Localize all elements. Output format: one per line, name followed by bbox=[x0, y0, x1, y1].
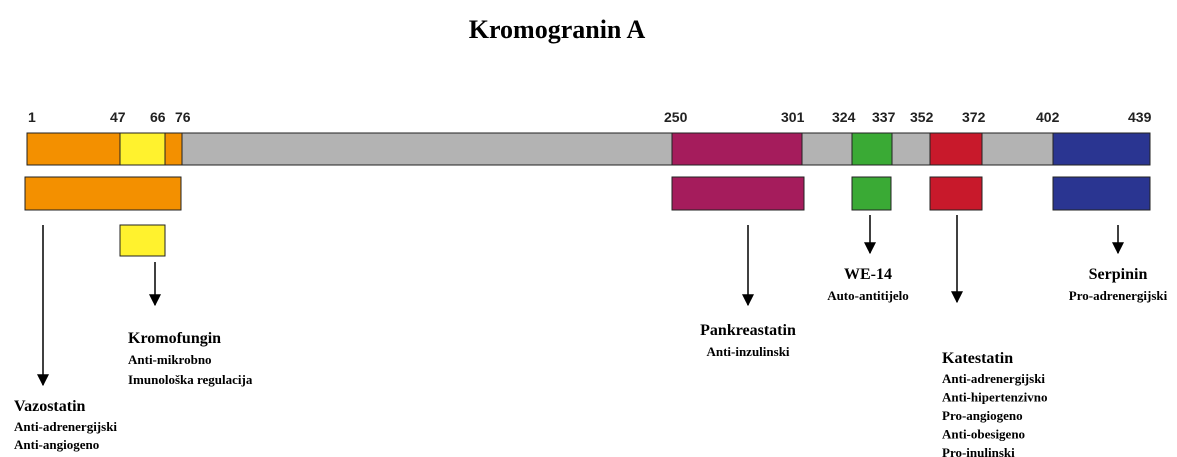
peptide-function: Imunološka regulacija bbox=[128, 372, 253, 387]
segment bbox=[851, 132, 893, 166]
peptide-name: Kromofungin bbox=[128, 330, 221, 347]
position-label: 76 bbox=[175, 109, 191, 125]
title: Kromogranin A bbox=[469, 15, 646, 44]
position-label: 301 bbox=[781, 109, 805, 125]
vazostatin-box bbox=[24, 176, 182, 211]
peptide-function: Anti-inzulinski bbox=[706, 344, 789, 359]
peptide-function: Anti-hipertenzivno bbox=[942, 390, 1047, 405]
peptide-name: Serpinin bbox=[1089, 266, 1148, 283]
position-label: 47 bbox=[110, 109, 126, 125]
segment bbox=[929, 132, 983, 166]
protein-bar bbox=[26, 132, 1151, 166]
peptide-function: Anti-adrenergijski bbox=[14, 419, 117, 434]
peptide-function: Anti-mikrobno bbox=[128, 352, 212, 367]
position-label: 402 bbox=[1036, 109, 1060, 125]
peptide-function: Pro-inulinski bbox=[942, 445, 1015, 457]
position-label: 1 bbox=[28, 109, 36, 125]
position-label: 324 bbox=[832, 109, 856, 125]
segment bbox=[1052, 132, 1151, 166]
position-label: 250 bbox=[664, 109, 688, 125]
segment bbox=[26, 132, 121, 166]
we14-box bbox=[851, 176, 892, 211]
peptide-function: Auto-antitijelo bbox=[827, 288, 909, 303]
peptide-function: Pro-angiogeno bbox=[942, 408, 1023, 423]
peptide-name: Pankreastatin bbox=[700, 322, 796, 339]
peptide-function: Pro-adrenergijski bbox=[1069, 288, 1168, 303]
arrows bbox=[37, 215, 1124, 387]
segment bbox=[119, 132, 166, 166]
peptide-name: Vazostatin bbox=[14, 398, 86, 415]
segment bbox=[671, 132, 803, 166]
peptide-boxes bbox=[24, 176, 1151, 257]
serpinin-box bbox=[1052, 176, 1151, 211]
katestatin-box bbox=[929, 176, 983, 211]
position-label: 372 bbox=[962, 109, 986, 125]
pankreastatin-box bbox=[671, 176, 805, 211]
peptide-function: Anti-obesigeno bbox=[942, 427, 1025, 442]
peptide-function: Anti-angiogeno bbox=[14, 437, 99, 452]
peptide-name: WE-14 bbox=[844, 266, 892, 283]
position-label: 337 bbox=[872, 109, 896, 125]
position-label: 439 bbox=[1128, 109, 1152, 125]
kromofungin-box bbox=[119, 224, 166, 257]
peptide-function: Anti-adrenergijski bbox=[942, 371, 1045, 386]
peptide-name: Katestatin bbox=[942, 350, 1013, 367]
position-label: 352 bbox=[910, 109, 934, 125]
position-label: 66 bbox=[150, 109, 166, 125]
segment bbox=[164, 132, 183, 166]
